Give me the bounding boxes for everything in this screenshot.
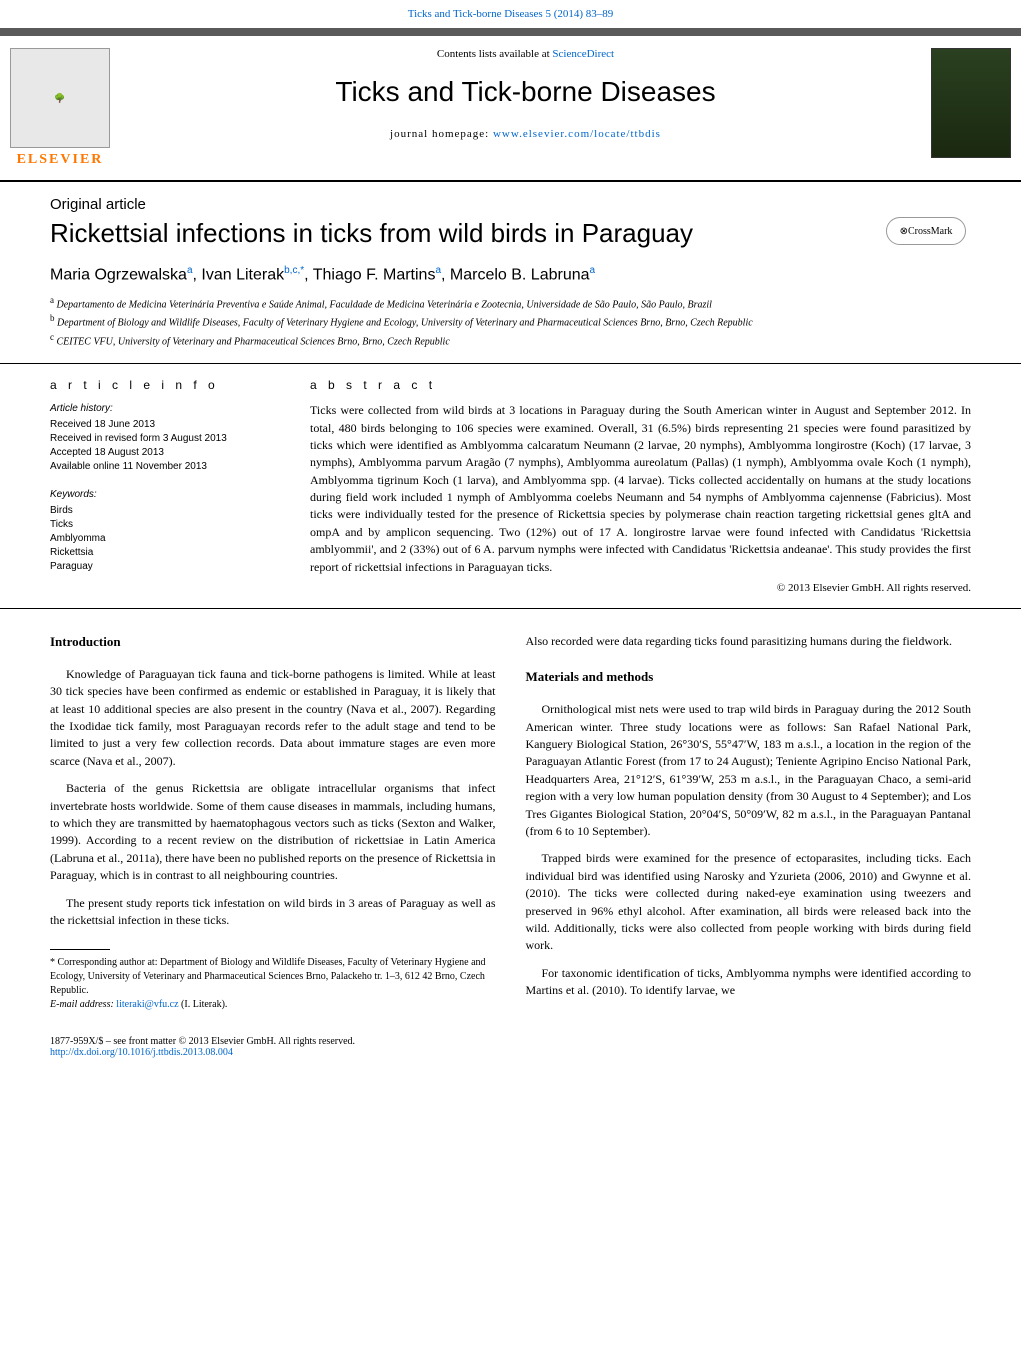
homepage-prefix: journal homepage: xyxy=(390,128,493,140)
footnote-rule xyxy=(50,949,110,950)
intro-heading: Introduction xyxy=(50,633,496,652)
methods-p2: Trapped birds were examined for the pres… xyxy=(526,850,972,954)
article-info-header: a r t i c l e i n f o xyxy=(50,378,280,392)
abstract-copyright: © 2013 Elsevier GmbH. All rights reserve… xyxy=(310,582,971,594)
history-line: Received 18 June 2013 xyxy=(50,418,280,432)
keywords-label: Keywords: xyxy=(50,488,280,502)
email-suffix: (I. Literak). xyxy=(179,999,228,1010)
issn-line: 1877-959X/$ – see front matter © 2013 El… xyxy=(50,1036,971,1047)
affiliation-line: c CEITEC VFU, University of Veterinary a… xyxy=(50,331,971,349)
right-column: Also recorded were data regarding ticks … xyxy=(526,633,972,1012)
contents-prefix: Contents lists available at xyxy=(437,48,552,60)
methods-p3: For taxonomic identification of ticks, A… xyxy=(526,965,972,1000)
journal-cover-thumbnail xyxy=(931,48,1011,158)
methods-p1: Ornithological mist nets were used to tr… xyxy=(526,701,972,840)
citation-header: Ticks and Tick-borne Diseases 5 (2014) 8… xyxy=(0,0,1021,36)
citation-link[interactable]: Ticks and Tick-borne Diseases 5 (2014) 8… xyxy=(408,8,614,20)
page-footer: 1877-959X/$ – see front matter © 2013 El… xyxy=(0,1036,1021,1078)
crossmark-label: CrossMark xyxy=(908,226,952,237)
publisher-block: 🌳 ELSEVIER xyxy=(0,48,120,168)
corresponding-author-footnote: * Corresponding author at: Department of… xyxy=(50,956,496,998)
email-label: E-mail address: xyxy=(50,999,116,1010)
intro-p3: The present study reports tick infestati… xyxy=(50,895,496,930)
info-abstract-row: a r t i c l e i n f o Article history: R… xyxy=(0,364,1021,609)
body-columns: Introduction Knowledge of Paraguayan tic… xyxy=(0,609,1021,1036)
keyword: Amblyomma xyxy=(50,532,280,546)
article-type: Original article xyxy=(0,182,1021,217)
history-line: Available online 11 November 2013 xyxy=(50,460,280,474)
doi-link[interactable]: http://dx.doi.org/10.1016/j.ttbdis.2013.… xyxy=(50,1047,233,1058)
crossmark-widget[interactable]: ⊗ CrossMark xyxy=(881,217,971,245)
affiliation-line: b Department of Biology and Wildlife Dis… xyxy=(50,312,971,330)
abstract-text: Ticks were collected from wild birds at … xyxy=(310,402,971,576)
abstract: a b s t r a c t Ticks were collected fro… xyxy=(310,378,971,594)
history-line: Received in revised form 3 August 2013 xyxy=(50,432,280,446)
left-column: Introduction Knowledge of Paraguayan tic… xyxy=(50,633,496,1012)
history-line: Accepted 18 August 2013 xyxy=(50,446,280,460)
right-p0: Also recorded were data regarding ticks … xyxy=(526,633,972,650)
keyword: Birds xyxy=(50,504,280,518)
crossmark-icon: ⊗ xyxy=(900,226,908,237)
keyword: Ticks xyxy=(50,518,280,532)
keywords-block: Keywords: BirdsTicksAmblyommaRickettsiaP… xyxy=(50,488,280,574)
journal-banner: 🌳 ELSEVIER Contents lists available at S… xyxy=(0,36,1021,182)
affiliation-line: a Departamento de Medicina Veterinária P… xyxy=(50,294,971,312)
intro-p2: Bacteria of the genus Rickettsia are obl… xyxy=(50,780,496,884)
email-footnote: E-mail address: literaki@vfu.cz (I. Lite… xyxy=(50,998,496,1012)
article-history: Article history: Received 18 June 2013Re… xyxy=(50,402,280,474)
keyword: Rickettsia xyxy=(50,546,280,560)
article-title: Rickettsial infections in ticks from wil… xyxy=(50,217,881,251)
contents-line: Contents lists available at ScienceDirec… xyxy=(140,48,911,60)
journal-title: Ticks and Tick-borne Diseases xyxy=(140,76,911,108)
history-label: Article history: xyxy=(50,402,280,416)
intro-p1: Knowledge of Paraguayan tick fauna and t… xyxy=(50,666,496,770)
homepage-line: journal homepage: www.elsevier.com/locat… xyxy=(140,128,911,140)
affiliations: a Departamento de Medicina Veterinária P… xyxy=(0,294,1021,364)
elsevier-tree-icon: 🌳 xyxy=(10,48,110,148)
title-row: Rickettsial infections in ticks from wil… xyxy=(0,217,1021,251)
abstract-header: a b s t r a c t xyxy=(310,378,971,392)
sciencedirect-link[interactable]: ScienceDirect xyxy=(552,48,614,60)
methods-heading: Materials and methods xyxy=(526,668,972,687)
keyword: Paraguay xyxy=(50,560,280,574)
banner-center: Contents lists available at ScienceDirec… xyxy=(120,48,931,140)
crossmark-badge: ⊗ CrossMark xyxy=(886,217,966,245)
authors-list: Maria Ogrzewalskaa, Ivan Literakb,c,*, T… xyxy=(0,251,1021,294)
homepage-link[interactable]: www.elsevier.com/locate/ttbdis xyxy=(493,128,661,140)
email-link[interactable]: literaki@vfu.cz xyxy=(116,999,178,1010)
publisher-name: ELSEVIER xyxy=(10,152,110,168)
article-info: a r t i c l e i n f o Article history: R… xyxy=(50,378,280,594)
